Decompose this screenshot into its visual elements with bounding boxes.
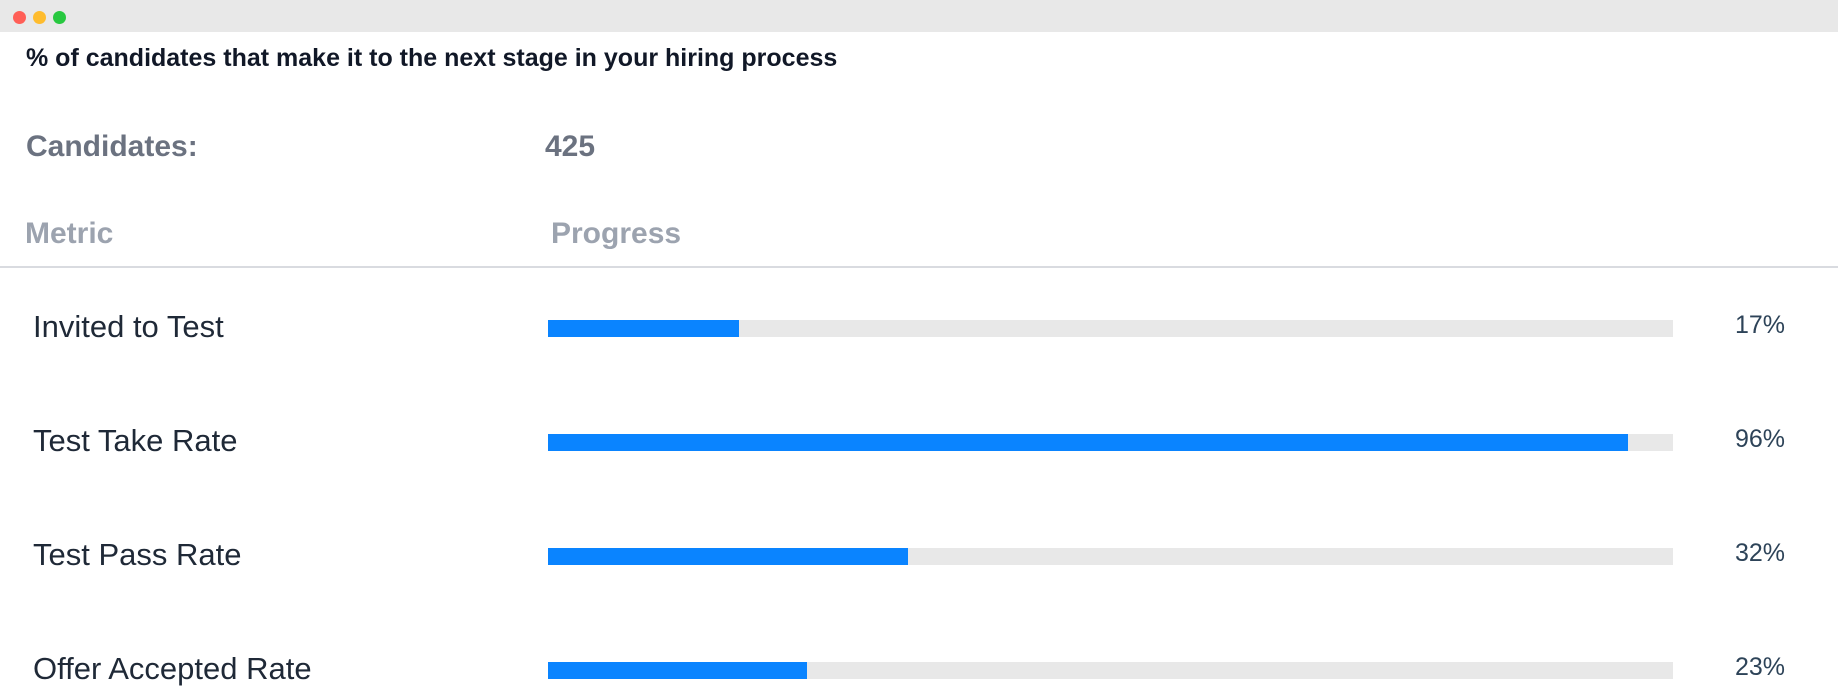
progress-bar-track: [548, 548, 1673, 565]
metric-row-test-pass-rate: Test Pass Rate 32%: [0, 525, 1838, 585]
progress-bar-track: [548, 320, 1673, 337]
maximize-window-icon[interactable]: [53, 11, 66, 24]
progress-bar-fill: [548, 662, 807, 679]
progress-bar-track: [548, 662, 1673, 679]
header-divider: [0, 266, 1838, 268]
metric-percent: 23%: [1735, 653, 1786, 681]
page-title: % of candidates that make it to the next…: [26, 44, 838, 72]
minimize-window-icon[interactable]: [33, 11, 46, 24]
candidates-count: 425: [545, 130, 596, 163]
metric-row-invited-to-test: Invited to Test 17%: [0, 297, 1838, 357]
progress-bar-fill: [548, 434, 1628, 451]
close-window-icon[interactable]: [13, 11, 26, 24]
candidates-label: Candidates:: [26, 130, 198, 163]
metric-percent: 32%: [1735, 539, 1786, 567]
progress-column-header: Progress: [551, 217, 682, 250]
progress-bar-track: [548, 434, 1673, 451]
progress-bar-fill: [548, 548, 908, 565]
metric-percent: 96%: [1735, 425, 1786, 453]
metric-percent: 17%: [1735, 311, 1786, 339]
metric-label: Offer Accepted Rate: [33, 651, 312, 686]
metric-label: Test Pass Rate: [33, 537, 242, 572]
metric-row-offer-accepted-rate: Offer Accepted Rate 23%: [0, 639, 1838, 699]
metric-row-test-take-rate: Test Take Rate 96%: [0, 411, 1838, 471]
progress-bar-fill: [548, 320, 740, 337]
metric-label: Test Take Rate: [33, 423, 238, 458]
metric-label: Invited to Test: [33, 309, 224, 344]
window-titlebar: [0, 0, 1838, 32]
metric-column-header: Metric: [25, 217, 114, 250]
